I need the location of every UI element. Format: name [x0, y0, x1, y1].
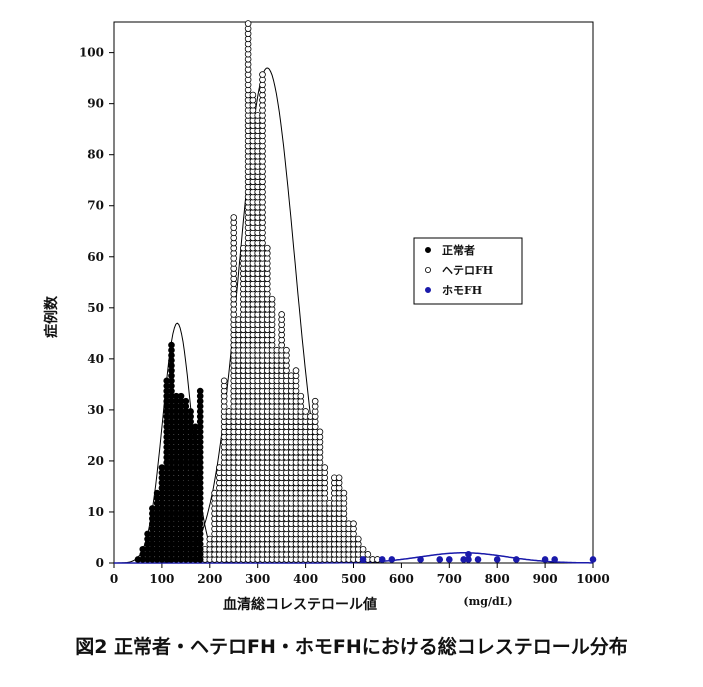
data-point	[474, 556, 482, 563]
legend-label: ヘテロFH	[442, 264, 493, 277]
data-point	[388, 556, 396, 563]
axis-ticks: 0 100 200 300 400 500 600 700 800 900 1000 0 10 20 30 4…	[79, 46, 610, 586]
x-axis-label: 血清総コレステロール値	[223, 596, 377, 613]
data-point	[177, 392, 185, 400]
data-point	[335, 474, 343, 482]
legend-marker	[424, 246, 431, 253]
data-point	[196, 387, 204, 395]
data-point	[354, 535, 362, 543]
data-point	[297, 392, 305, 400]
data-point	[551, 556, 558, 563]
data-point	[283, 346, 290, 354]
data-point	[364, 551, 372, 558]
x-tick-label: 700	[437, 572, 462, 586]
data-point	[292, 367, 300, 374]
data-point	[244, 20, 252, 27]
x-tick-label: 900	[533, 572, 558, 586]
data-point	[359, 545, 367, 553]
y-tick-label: 10	[87, 505, 104, 519]
legend-label: 正常者	[442, 243, 475, 257]
data-point	[268, 295, 276, 303]
data-point	[417, 556, 424, 563]
data-points	[134, 20, 597, 563]
data-point	[589, 556, 597, 563]
data-point	[378, 556, 386, 563]
legend-marker	[424, 286, 431, 293]
data-point	[302, 408, 309, 415]
y-tick-label: 0	[96, 556, 104, 570]
x-tick-label: 600	[389, 572, 414, 586]
data-point	[311, 397, 319, 405]
y-tick-label: 50	[87, 301, 104, 315]
legend-marker	[424, 266, 431, 273]
legend-label: ホモFH	[442, 284, 482, 297]
data-point	[263, 244, 271, 252]
series-0-points	[134, 341, 204, 563]
series-2-points	[359, 551, 597, 563]
x-tick-label: 400	[293, 572, 318, 586]
series-1-points	[192, 20, 381, 563]
y-tick-label: 30	[87, 403, 104, 417]
data-point	[513, 556, 520, 563]
data-point	[230, 214, 238, 221]
data-point	[249, 91, 257, 99]
data-point	[445, 556, 453, 563]
legend-box	[413, 237, 523, 305]
data-point	[187, 408, 194, 415]
y-tick-label: 20	[87, 454, 104, 468]
y-tick-label: 90	[87, 97, 104, 111]
x-axis-unit: (mg/dL)	[463, 595, 512, 608]
data-point	[359, 556, 367, 563]
y-tick-label: 80	[87, 148, 104, 162]
x-tick-label: 200	[197, 572, 222, 586]
x-tick-label: 500	[341, 572, 366, 586]
chart-svg: 0 100 200 300 400 500 600 700 800 900 1000 0 10 20 30 4…	[43, 20, 610, 613]
data-point	[259, 71, 266, 78]
y-tick-label: 100	[79, 46, 104, 60]
data-point	[541, 556, 549, 563]
y-tick-label: 60	[87, 250, 104, 264]
data-point	[493, 556, 501, 563]
x-tick-label: 800	[485, 572, 510, 586]
x-tick-label: 1000	[576, 572, 609, 586]
data-point	[350, 520, 357, 528]
data-point	[316, 428, 324, 436]
data-point	[465, 551, 472, 558]
x-tick-label: 100	[149, 572, 174, 586]
figure-caption: 図2 正常者・ヘテロFH・ホモFHにおける総コレステロール分布	[75, 636, 628, 658]
data-point	[321, 464, 329, 471]
x-tick-label: 0	[110, 572, 118, 586]
y-tick-label: 70	[87, 199, 104, 213]
x-tick-label: 300	[245, 572, 270, 586]
data-point	[278, 311, 285, 318]
data-point	[340, 489, 348, 497]
data-point	[182, 397, 190, 405]
y-tick-label: 40	[87, 352, 104, 366]
data-point	[436, 556, 444, 563]
y-axis-label: 症例数	[43, 295, 60, 338]
data-point	[220, 377, 228, 385]
data-point	[168, 341, 175, 349]
